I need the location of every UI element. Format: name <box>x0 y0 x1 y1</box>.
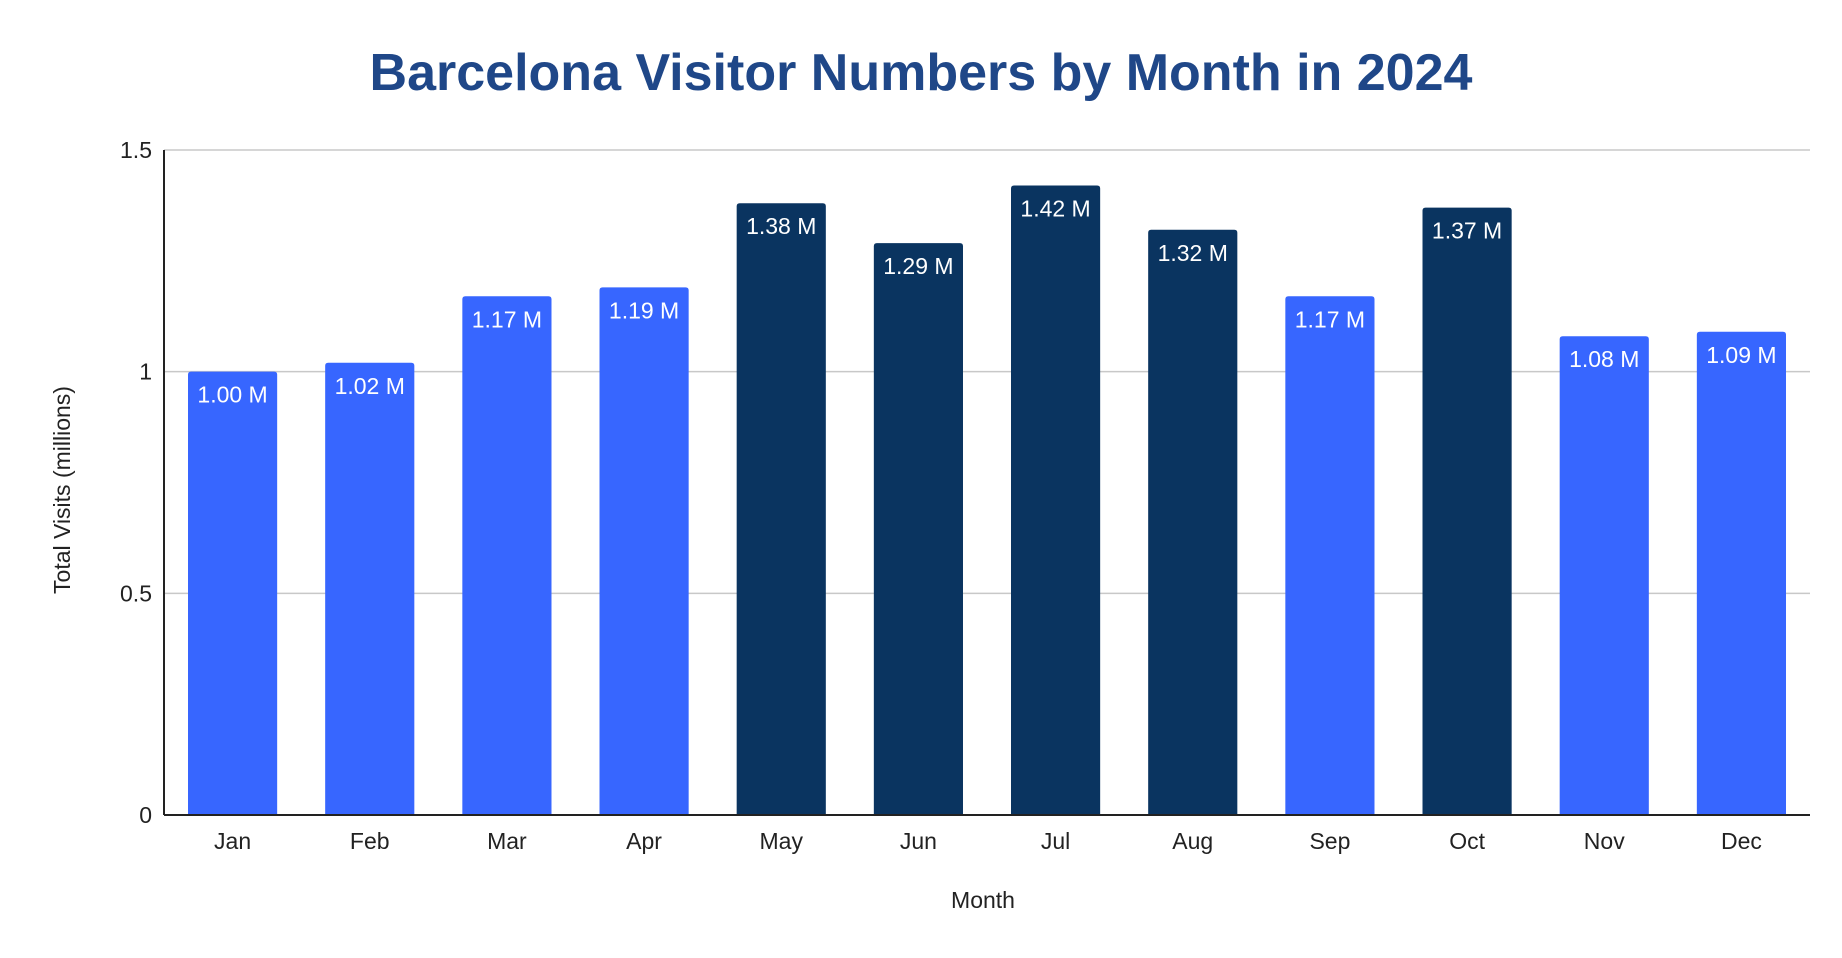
gridlines <box>164 149 1810 595</box>
bar-oct <box>1422 207 1512 816</box>
y-tick-label: 1 <box>139 359 152 385</box>
bar-jun <box>873 243 963 816</box>
data-label-jan: 1.00 M <box>197 382 267 408</box>
data-label-apr: 1.19 M <box>609 297 679 323</box>
x-tick-label: Feb <box>350 828 390 854</box>
bar-feb <box>325 362 415 815</box>
y-tick-label: 1.5 <box>120 137 152 163</box>
x-tick-label: Aug <box>1172 828 1213 854</box>
x-tick-label: May <box>760 828 804 854</box>
data-label-jul: 1.42 M <box>1020 195 1090 221</box>
data-label-may: 1.38 M <box>746 213 816 239</box>
data-label-mar: 1.17 M <box>472 306 542 332</box>
y-tick-label: 0.5 <box>120 580 152 606</box>
x-axis-ticks: Jan Feb Mar Apr May Jun Jul Aug Sep Oct Nov Dec <box>214 828 1762 854</box>
y-axis-title: Total Visits (millions) <box>49 386 75 594</box>
bars: 1.00 M 1.02 M 1.17 M 1.19 M 1.38 M 1.29 M 1.42… <box>188 185 1786 816</box>
data-label-aug: 1.32 M <box>1158 240 1228 266</box>
bar-apr <box>599 287 689 815</box>
x-tick-label: Jun <box>900 828 937 854</box>
chart-title: Barcelona Visitor Numbers by Month in 20… <box>370 44 1473 102</box>
data-label-jun: 1.29 M <box>883 253 953 279</box>
bar-aug <box>1148 229 1238 816</box>
bar-jan <box>188 371 278 815</box>
x-tick-label: Nov <box>1584 828 1625 854</box>
data-label-sep: 1.17 M <box>1295 306 1365 332</box>
bar-sep <box>1285 296 1375 815</box>
x-tick-label: Dec <box>1721 828 1762 854</box>
data-label-nov: 1.08 M <box>1569 346 1639 372</box>
x-tick-label: Apr <box>626 828 662 854</box>
bar-dec <box>1696 331 1786 815</box>
x-tick-label: Jul <box>1041 828 1070 854</box>
bar-may <box>736 203 826 815</box>
x-tick-label: Oct <box>1449 828 1485 854</box>
bar-jul <box>1011 185 1101 815</box>
data-label-feb: 1.02 M <box>335 373 405 399</box>
data-label-dec: 1.09 M <box>1706 342 1776 368</box>
y-tick-label: 0 <box>139 802 152 828</box>
data-label-oct: 1.37 M <box>1432 218 1502 244</box>
x-tick-label: Jan <box>214 828 251 854</box>
bar-mar <box>462 296 552 815</box>
x-axis-title: Month <box>951 887 1015 913</box>
x-tick-label: Mar <box>487 828 527 854</box>
y-axis-ticks: 0 0.5 1 1.5 <box>120 137 152 828</box>
x-tick-label: Sep <box>1309 828 1350 854</box>
axes <box>163 150 1810 816</box>
bar-nov <box>1559 336 1649 815</box>
